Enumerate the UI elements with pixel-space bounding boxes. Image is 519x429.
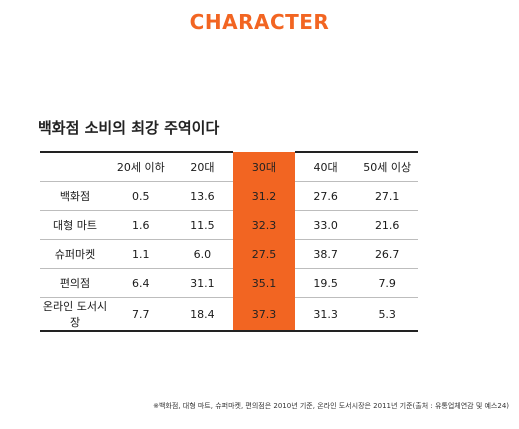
column-header: 50세 이상	[356, 151, 418, 182]
table-cell-highlighted: 31.2	[233, 181, 295, 211]
table-cell: 13.6	[171, 181, 234, 211]
row-label: 편의점	[40, 268, 110, 298]
table-cell: 33.0	[294, 210, 357, 240]
table-cell: 5.3	[356, 297, 418, 332]
table-cell: 1.1	[110, 239, 172, 269]
table-cell: 11.5	[171, 210, 234, 240]
table-header-row: 20세 이하 20대 30대 40대 50세 이상	[40, 151, 418, 182]
table-cell: 31.1	[171, 268, 234, 298]
table-cell: 6.4	[110, 268, 172, 298]
table-cell: 7.7	[110, 297, 172, 332]
table-cell-highlighted: 37.3	[233, 297, 295, 332]
row-label: 백화점	[40, 181, 110, 211]
table-cell-highlighted: 32.3	[233, 210, 295, 240]
footnote: ※백화점, 대형 마트, 슈퍼마켓, 편의점은 2010년 기준, 온라인 도서…	[153, 402, 509, 410]
table-row: 백화점 0.5 13.6 31.2 27.6 27.1	[40, 181, 418, 211]
table-cell: 7.9	[356, 268, 418, 298]
table-cell: 21.6	[356, 210, 418, 240]
table-row: 온라인 도서시장 7.7 18.4 37.3 31.3 5.3	[40, 297, 418, 332]
header-title: CHARACTER	[189, 10, 330, 34]
table-row: 편의점 6.4 31.1 35.1 19.5 7.9	[40, 268, 418, 298]
table-cell: 6.0	[171, 239, 234, 269]
table-cell: 19.5	[294, 268, 357, 298]
data-table: 20세 이하 20대 30대 40대 50세 이상 백화점 0.5 13.6 3…	[40, 151, 418, 332]
column-header: 20대	[171, 151, 234, 182]
data-table-container: 20세 이하 20대 30대 40대 50세 이상 백화점 0.5 13.6 3…	[40, 151, 418, 332]
column-header-highlighted: 30대	[233, 151, 295, 182]
row-label: 온라인 도서시장	[40, 297, 110, 332]
table-cell: 1.6	[110, 210, 172, 240]
table-cell: 31.3	[294, 297, 357, 332]
table-cell-highlighted: 35.1	[233, 268, 295, 298]
section-title: 백화점 소비의 최강 주역이다	[38, 119, 220, 137]
table-cell: 26.7	[356, 239, 418, 269]
column-header: 40대	[294, 151, 357, 182]
table-row: 대형 마트 1.6 11.5 32.3 33.0 21.6	[40, 210, 418, 240]
column-header: 20세 이하	[110, 151, 172, 182]
row-label: 대형 마트	[40, 210, 110, 240]
table-cell: 27.6	[294, 181, 357, 211]
column-header-corner	[40, 151, 110, 182]
table-row: 슈퍼마켓 1.1 6.0 27.5 38.7 26.7	[40, 239, 418, 269]
table-cell: 18.4	[171, 297, 234, 332]
table-cell: 0.5	[110, 181, 172, 211]
table-cell: 27.1	[356, 181, 418, 211]
table-cell: 38.7	[294, 239, 357, 269]
row-label: 슈퍼마켓	[40, 239, 110, 269]
table-cell-highlighted: 27.5	[233, 239, 295, 269]
